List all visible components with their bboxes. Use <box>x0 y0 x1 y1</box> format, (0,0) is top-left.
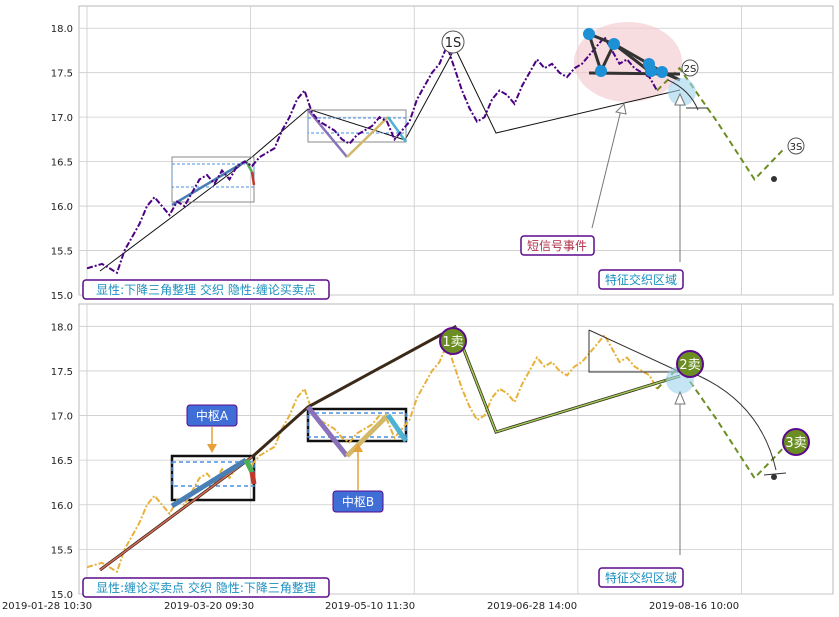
top-pivot-box-a-inner <box>171 163 255 188</box>
top-crossing-glow <box>668 78 696 106</box>
bottom-triangle-outline <box>588 329 681 373</box>
top-pivot-stroke-blue <box>171 159 247 207</box>
pivot-a-arrow <box>207 427 217 453</box>
event-label-box: 短信号事件 <box>520 235 595 256</box>
bottom-pivot-stroke-purple <box>306 405 349 458</box>
pivot-b-inner <box>307 412 407 438</box>
bottom-crossing-arc <box>689 371 777 471</box>
y-tick-label: 16.5 <box>51 456 73 467</box>
region-label-top: 特征交织区域 <box>605 272 677 287</box>
triangle-vertex <box>656 66 668 78</box>
y-tick-label: 15.0 <box>51 590 73 601</box>
top-pivot-stroke-green <box>244 160 254 173</box>
top-pivot-stroke-tan <box>346 116 389 158</box>
bottom-prediction-end-dot <box>771 474 777 480</box>
bottom-pivot-stroke-tan <box>345 413 390 458</box>
bottom-pivot-stroke-red <box>249 471 257 485</box>
triangle-vertex <box>595 65 607 77</box>
bottom-pivot-stroke-teal <box>385 413 409 443</box>
top-pivot-stroke-purple <box>307 109 348 158</box>
sell-marker-label: 1卖 <box>442 335 463 350</box>
y-tick-label: 17.0 <box>51 113 73 124</box>
triangle-vertex <box>583 28 595 40</box>
region-arrowhead-top <box>674 92 686 106</box>
bottom-region-arrow <box>674 390 686 555</box>
y-tick-label: 17.5 <box>51 367 73 378</box>
bottom-pivot-strokes <box>170 405 409 509</box>
bottom-stroke-green <box>454 326 681 433</box>
event-arrow <box>591 109 622 229</box>
x-tick-label: 2019-08-16 10:00 <box>649 601 739 612</box>
region-label-box-top: 特征交织区域 <box>598 269 684 290</box>
y-tick-label: 15.0 <box>51 291 73 302</box>
region-label-box-bottom: 特征交织区域 <box>598 567 684 588</box>
sell-marker-2: 2卖 <box>676 350 704 378</box>
triangle-vertices <box>583 28 668 78</box>
x-tick-label: 2019-01-28 10:30 <box>2 601 92 612</box>
x-tick-label: 2019-03-20 09:30 <box>164 601 254 612</box>
pivot-b-arrow <box>353 443 363 490</box>
sell-marker-3: 3卖 <box>782 428 810 456</box>
top-pivot-stroke-teal <box>386 116 408 143</box>
top-crossing-arc <box>667 79 699 111</box>
y-tick-label: 18.0 <box>51 24 73 35</box>
triangle-inner-line <box>587 33 650 76</box>
top-prediction-end-dot <box>771 176 777 182</box>
y-tick-label: 16.0 <box>51 202 73 213</box>
bottom-crossing-tick <box>763 472 787 476</box>
signal-label: 3S <box>790 142 803 153</box>
signal-marker-2s: 2S <box>681 59 699 77</box>
y-tick-label: 16.0 <box>51 501 73 512</box>
bottom-panel: 15.0 15.5 16.0 16.5 17.0 17.5 18.0 2019-01-28 … <box>2 303 834 612</box>
triangle-vertex <box>608 38 620 50</box>
bottom-pivot-stroke-green <box>243 458 255 474</box>
signal-marker-1s: 1S <box>441 30 465 54</box>
x-tick-label: 2019-06-28 14:00 <box>487 601 577 612</box>
y-tick-label: 16.5 <box>51 158 73 169</box>
sell-marker-label: 3卖 <box>785 436 806 451</box>
event-label: 短信号事件 <box>527 239 587 253</box>
top-y-tick-labels: 15.0 15.5 16.0 16.5 17.0 17.5 18.0 <box>51 24 73 302</box>
signal-label: 2S <box>684 64 697 75</box>
triangle-vertex <box>645 65 657 77</box>
y-tick-label: 17.5 <box>51 69 73 80</box>
y-tick-label: 15.5 <box>51 545 73 556</box>
info-box-top: 显性:下降三角整理 交织 隐性:缠论买卖点 <box>82 279 330 300</box>
pivot-a-label-box: 中枢A <box>186 404 238 427</box>
x-tick-labels: 2019-01-28 10:30 2019-03-20 09:30 2019-05-… <box>2 601 739 612</box>
sell-marker-1: 1卖 <box>439 327 467 355</box>
y-tick-label: 15.5 <box>51 247 73 258</box>
y-tick-label: 18.0 <box>51 322 73 333</box>
signal-label: 1S <box>445 36 462 51</box>
top-pivot-strokes <box>171 109 408 207</box>
info-box-bottom: 显性:缠论买卖点 交织 隐性:下降三角整理 <box>82 577 330 598</box>
region-label-bottom: 特征交织区域 <box>605 570 677 585</box>
info-text-top: 显性:下降三角整理 交织 隐性:缠论买卖点 <box>96 282 316 297</box>
top-price-line <box>86 35 658 275</box>
bottom-pivot-stroke-blue <box>170 457 248 509</box>
top-pivot-stroke-red <box>250 171 256 186</box>
top-annotation-arrows <box>591 92 686 262</box>
top-panel: 15.0 15.5 16.0 16.5 17.0 17.5 18.0 <box>51 5 834 302</box>
pivot-b-label-box: 中枢B <box>332 490 384 513</box>
top-panel-frame <box>78 5 834 296</box>
info-text-bottom: 显性:缠论买卖点 交织 隐性:下降三角整理 <box>96 580 316 595</box>
pivot-b-label: 中枢B <box>342 494 374 509</box>
bottom-stroke-lines <box>99 324 681 572</box>
x-tick-label: 2019-05-10 11:30 <box>325 601 415 612</box>
pivot-a-label: 中枢A <box>196 408 229 423</box>
signal-marker-3s: 3S <box>787 137 805 155</box>
bottom-y-tick-labels: 15.0 15.5 16.0 16.5 17.0 17.5 18.0 <box>51 322 73 601</box>
event-arrowhead <box>614 102 627 115</box>
sell-marker-label: 2卖 <box>679 358 700 373</box>
y-tick-label: 17.0 <box>51 412 73 423</box>
bottom-stroke-red <box>99 456 253 571</box>
